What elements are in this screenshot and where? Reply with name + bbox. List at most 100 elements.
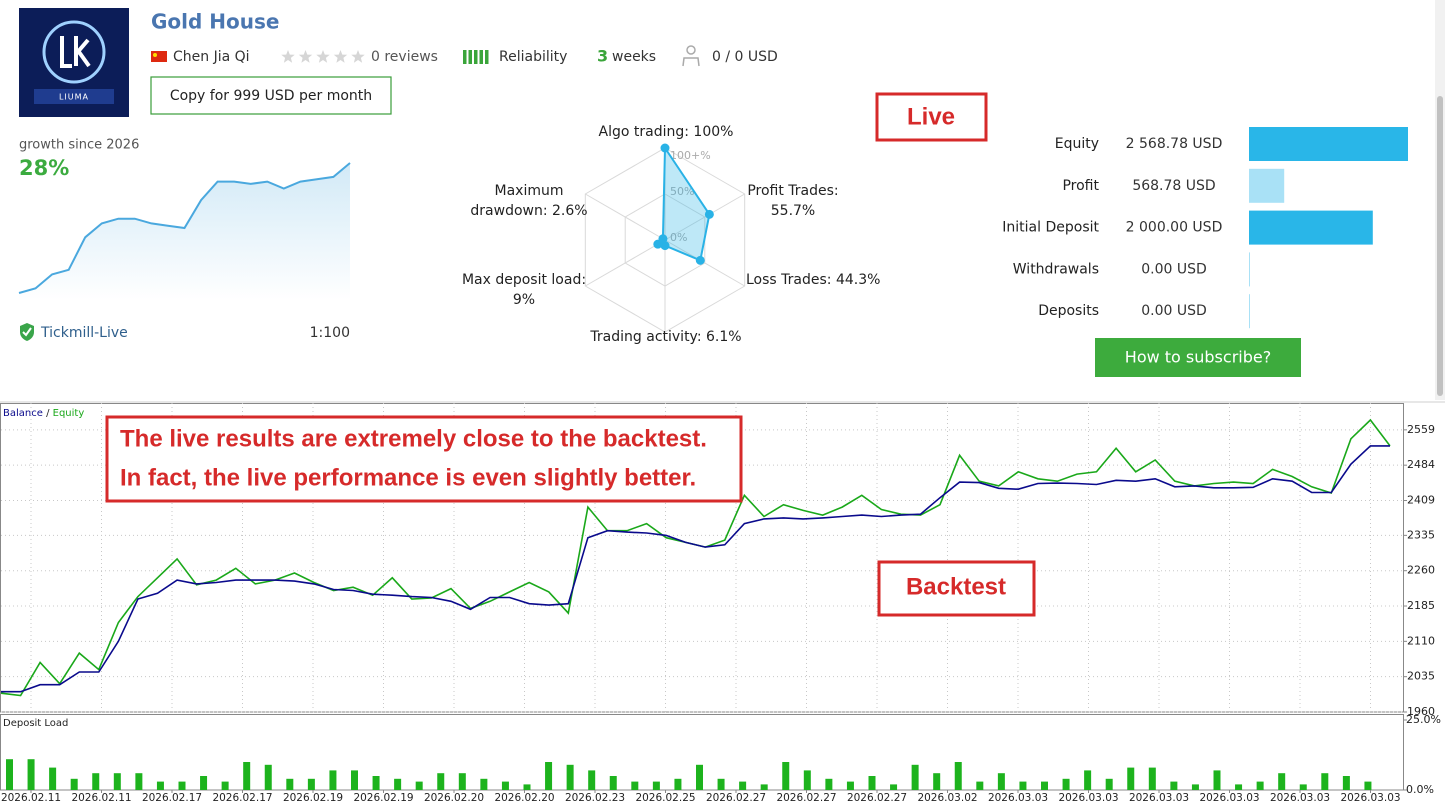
bar: [49, 767, 57, 790]
account-value: 2 000.00 USD: [1126, 220, 1223, 236]
radar-spoke: [664, 239, 745, 287]
author: Chen Jia Qi: [173, 49, 250, 65]
bar: [1235, 784, 1243, 790]
bar: [1299, 784, 1307, 790]
x-tick-label: 2026.03.03: [1270, 792, 1330, 804]
verified-check: [22, 327, 32, 337]
x-tick-label: 2026.03.03: [988, 792, 1048, 804]
bar: [717, 778, 725, 790]
bar: [1019, 781, 1027, 790]
bar: [911, 764, 919, 790]
bar: [501, 781, 509, 790]
radar-tick-label: 0%: [670, 231, 687, 244]
x-tick-label: 2026.02.11: [1, 792, 61, 804]
x-tick-label: 2026.02.27: [847, 792, 907, 804]
x-tick-label: 2026.02.17: [142, 792, 202, 804]
reliability-bar: [479, 50, 483, 64]
account-bar: [1249, 294, 1250, 329]
bar: [933, 773, 941, 790]
y-tick-label: 2559: [1407, 423, 1435, 436]
bar: [135, 773, 143, 790]
rating-star: [333, 50, 348, 63]
bar: [652, 781, 660, 790]
x-tick-label: 2026.03.03: [1340, 792, 1400, 804]
broker: Tickmill-Live: [40, 325, 128, 341]
legend-entry: Balance: [3, 408, 46, 419]
bar: [437, 773, 445, 790]
subscribers: 0 / 0 USD: [712, 49, 778, 65]
content: Gold House LIUMA Chen Jia Qi 0 reviews Relia…: [0, 10, 1441, 804]
bar: [1148, 767, 1156, 790]
radar-tick-label: 50%: [670, 185, 694, 198]
radar-label: 9%: [513, 292, 535, 308]
x-tick-label: 2026.02.25: [635, 792, 695, 804]
radar-label: Max deposit load:: [462, 272, 586, 288]
growth-label: growth since 2026: [19, 138, 139, 153]
bar: [1105, 778, 1113, 790]
growth-value: 28%: [19, 156, 69, 180]
account-value: 2 568.78 USD: [1126, 136, 1223, 152]
bar: [890, 784, 898, 790]
y-tick-label: 2484: [1407, 458, 1435, 471]
account-bar: [1249, 168, 1285, 203]
rating-star: [298, 50, 313, 63]
legend-entry: Equity: [53, 408, 85, 419]
x-tick-label: 2026.03.03: [1199, 792, 1259, 804]
radar-label: Maximum: [495, 183, 564, 199]
bar: [588, 770, 596, 790]
radar-label: Profit Trades:: [747, 183, 838, 199]
y-tick-label: 2110: [1407, 634, 1435, 647]
series-line: [1, 445, 1390, 693]
x-tick-label: 2026.03.03: [1129, 792, 1189, 804]
chart-title: Deposit Load: [3, 718, 68, 729]
account-value: 0.00 USD: [1141, 261, 1207, 277]
subscribers-icon: [682, 57, 700, 67]
reliability-bar: [468, 50, 472, 64]
radar-point: [704, 209, 714, 219]
bar: [846, 781, 854, 790]
bar: [113, 773, 121, 790]
bar: [1041, 781, 1048, 790]
bar: [70, 778, 78, 790]
radar-point: [695, 255, 705, 265]
bar: [221, 781, 229, 790]
y-tick-label: 2185: [1407, 599, 1435, 612]
bar: [92, 773, 100, 790]
account-value: 568.78 USD: [1132, 178, 1215, 194]
bar: [1213, 770, 1221, 790]
copy-button[interactable]: [150, 76, 392, 115]
bar: [1191, 784, 1199, 790]
bar: [631, 781, 639, 790]
bar: [480, 778, 488, 790]
rating-star: [281, 50, 295, 63]
logo-mark: [60, 36, 91, 68]
bar: [1256, 781, 1264, 790]
bar: [394, 778, 402, 790]
radar-point: [658, 234, 668, 244]
x-tick-label: 2026.02.27: [776, 792, 836, 804]
bar: [523, 784, 531, 790]
bar: [1342, 776, 1350, 790]
x-tick-label: 2026.02.19: [353, 792, 413, 804]
duration-unit: weeks: [612, 49, 656, 65]
account-bar: [1249, 127, 1408, 161]
account-label: Withdrawals: [1013, 261, 1099, 277]
x-tick-label: 2026.02.17: [212, 792, 272, 804]
bar: [696, 764, 703, 790]
subscribe-button[interactable]: [1095, 338, 1301, 377]
bar: [178, 781, 186, 790]
y-tick-label: 1960: [1407, 705, 1435, 718]
bar: [545, 762, 553, 790]
bar: [1321, 773, 1329, 790]
legend: Balance / Equity: [3, 408, 84, 419]
bar: [1170, 781, 1178, 790]
bar: [156, 781, 164, 790]
x-tick-label: 2026.02.20: [494, 792, 554, 804]
radar-spoke: [585, 239, 666, 287]
bar: [1127, 767, 1135, 790]
radar-spoke: [664, 193, 745, 241]
radar-label: drawdown: 2.6%: [470, 203, 587, 219]
scrollbar-thumb[interactable]: [1437, 96, 1443, 396]
annotation: Backtest: [906, 573, 1006, 600]
y-tick-label: 2260: [1407, 564, 1435, 577]
